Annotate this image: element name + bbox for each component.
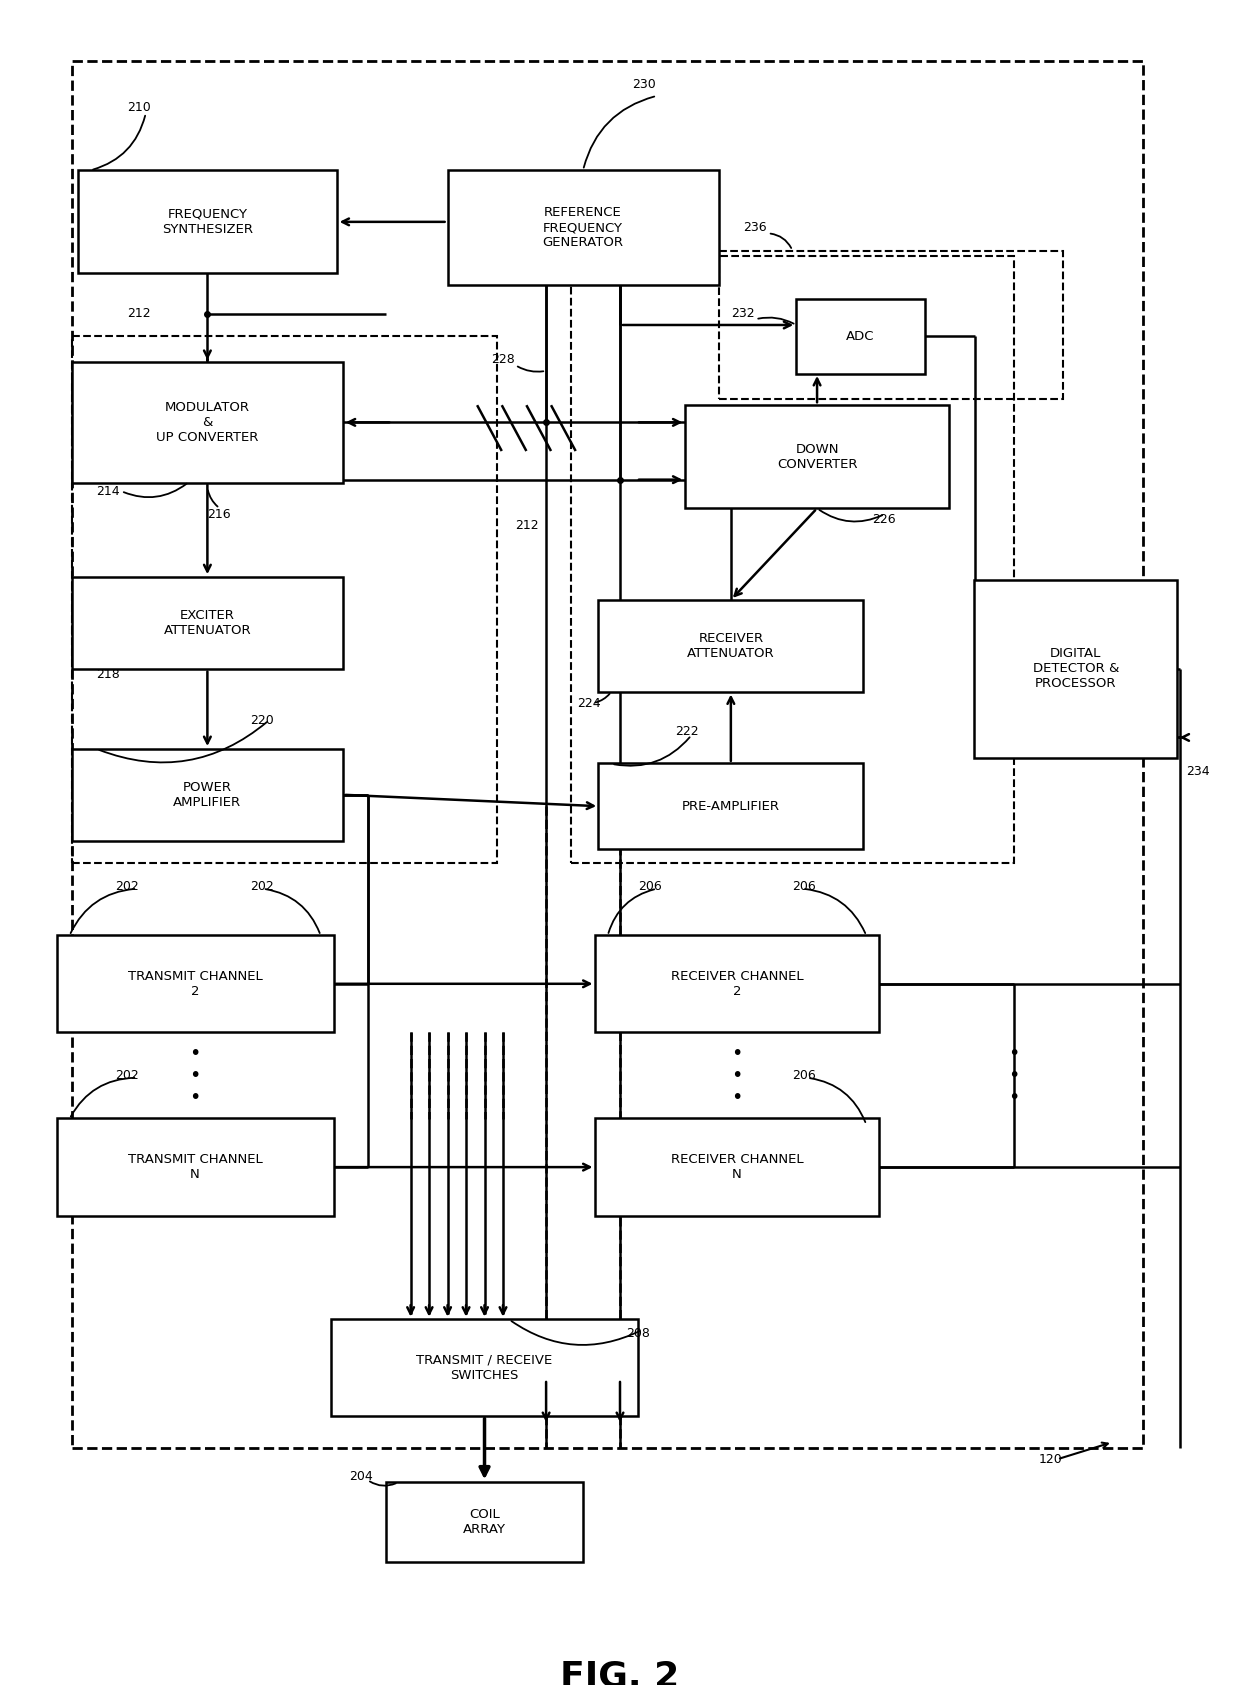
Bar	[599, 600, 863, 691]
Text: 216: 216	[207, 507, 231, 521]
Text: 232: 232	[730, 307, 754, 320]
Text: •
•
•: • • •	[1008, 1045, 1019, 1107]
Text: 226: 226	[873, 514, 897, 526]
Text: 214: 214	[97, 485, 120, 497]
Bar	[796, 300, 925, 374]
Text: •
•
•: • • •	[732, 1045, 743, 1107]
Bar	[72, 61, 1143, 1447]
Bar	[975, 580, 1177, 758]
Bar	[718, 251, 1064, 399]
Text: 222: 222	[676, 725, 699, 738]
Text: 208: 208	[626, 1326, 650, 1340]
Text: 224: 224	[577, 696, 600, 709]
Text: RECEIVER CHANNEL
N: RECEIVER CHANNEL N	[671, 1153, 804, 1181]
Text: 120: 120	[1039, 1452, 1063, 1466]
Text: TRANSMIT CHANNEL
2: TRANSMIT CHANNEL 2	[128, 971, 263, 998]
Text: 202: 202	[250, 880, 274, 893]
Text: RECEIVER
ATTENUATOR: RECEIVER ATTENUATOR	[687, 632, 775, 661]
Text: MODULATOR
&
UP CONVERTER: MODULATOR & UP CONVERTER	[156, 401, 259, 443]
Bar	[331, 1319, 639, 1417]
Text: 218: 218	[97, 667, 120, 681]
Text: 210: 210	[128, 101, 151, 115]
Text: FIG. 2: FIG. 2	[560, 1660, 680, 1685]
Text: 236: 236	[743, 221, 766, 234]
Text: EXCITER
ATTENUATOR: EXCITER ATTENUATOR	[164, 608, 252, 637]
Text: 206: 206	[792, 880, 816, 893]
Text: TRANSMIT CHANNEL
N: TRANSMIT CHANNEL N	[128, 1153, 263, 1181]
Text: 228: 228	[491, 352, 515, 366]
Text: 212: 212	[128, 307, 151, 320]
Text: DOWN
CONVERTER: DOWN CONVERTER	[776, 443, 857, 470]
Bar	[57, 935, 334, 1033]
Bar	[72, 362, 343, 482]
Text: 220: 220	[250, 714, 274, 726]
Bar	[595, 935, 879, 1033]
Text: 204: 204	[348, 1469, 373, 1483]
Text: RECEIVER CHANNEL
2: RECEIVER CHANNEL 2	[671, 971, 804, 998]
Text: 202: 202	[115, 1068, 139, 1082]
Text: 206: 206	[639, 880, 662, 893]
Text: ADC: ADC	[846, 330, 874, 344]
Text: DIGITAL
DETECTOR &
PROCESSOR: DIGITAL DETECTOR & PROCESSOR	[1033, 647, 1118, 691]
Text: COIL
ARRAY: COIL ARRAY	[463, 1508, 506, 1537]
Bar	[78, 170, 337, 273]
Bar	[684, 404, 950, 509]
Text: 230: 230	[632, 78, 656, 91]
Bar	[57, 1119, 334, 1217]
Text: 206: 206	[792, 1068, 816, 1082]
Text: PRE-AMPLIFIER: PRE-AMPLIFIER	[682, 800, 780, 812]
Text: POWER
AMPLIFIER: POWER AMPLIFIER	[174, 780, 242, 809]
Text: TRANSMIT / RECEIVE
SWITCHES: TRANSMIT / RECEIVE SWITCHES	[417, 1353, 553, 1382]
Bar	[386, 1483, 583, 1562]
Text: FREQUENCY
SYNTHESIZER: FREQUENCY SYNTHESIZER	[162, 207, 253, 236]
Bar	[72, 576, 343, 669]
Text: 202: 202	[115, 880, 139, 893]
Bar	[570, 256, 1014, 863]
Text: 234: 234	[1187, 765, 1210, 778]
Bar	[595, 1119, 879, 1217]
Text: •
•
•: • • •	[190, 1045, 201, 1107]
Text: 212: 212	[516, 519, 539, 532]
Bar	[448, 170, 718, 285]
Bar	[72, 748, 343, 841]
Text: REFERENCE
FREQUENCY
GENERATOR: REFERENCE FREQUENCY GENERATOR	[543, 206, 624, 249]
Bar	[599, 763, 863, 849]
Bar	[72, 337, 497, 863]
